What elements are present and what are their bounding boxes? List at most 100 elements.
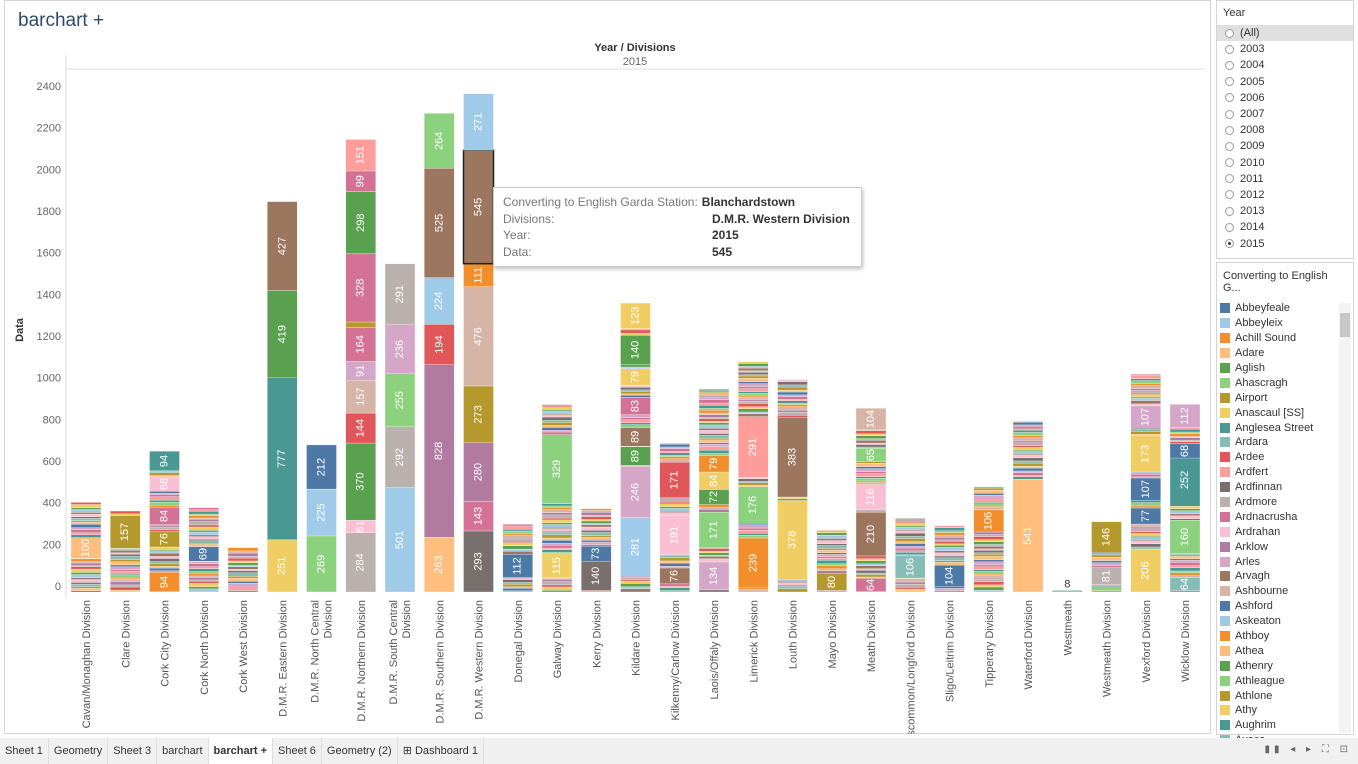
- bar-segment[interactable]: [855, 509, 887, 513]
- bar-segment[interactable]: [659, 566, 690, 569]
- year-option-2014[interactable]: 2014: [1217, 219, 1353, 235]
- bar-stack[interactable]: 106: [895, 517, 926, 593]
- bar-segment[interactable]: [973, 506, 1004, 508]
- bar-stack[interactable]: 501 292 255 236 291: [384, 263, 416, 593]
- bar-segment[interactable]: [738, 363, 769, 367]
- bar-segment[interactable]: [698, 453, 730, 456]
- radio-button[interactable]: [1225, 190, 1234, 200]
- bar-segment[interactable]: [659, 567, 690, 585]
- bar-segment[interactable]: [227, 562, 259, 566]
- bar-segment[interactable]: [934, 590, 965, 593]
- sheet-tab[interactable]: barchart: [157, 738, 209, 764]
- bar-segment[interactable]: [581, 561, 612, 591]
- bar-segment[interactable]: [895, 522, 926, 526]
- bar-stack[interactable]: 281 246 89 89 83 79 140 123: [620, 302, 651, 593]
- bar-segment[interactable]: [659, 451, 690, 453]
- bar-segment[interactable]: [777, 396, 808, 400]
- bar-segment[interactable]: [267, 377, 298, 540]
- bar-segment[interactable]: [581, 535, 612, 538]
- bar-segment[interactable]: [934, 539, 965, 542]
- radio-button[interactable]: [1225, 174, 1234, 184]
- bar-segment[interactable]: [855, 563, 887, 566]
- bar-segment[interactable]: [188, 519, 219, 522]
- bar-segment[interactable]: [1130, 539, 1161, 542]
- bar-segment[interactable]: [973, 544, 1004, 547]
- bar-segment[interactable]: [188, 543, 219, 545]
- year-option-2003[interactable]: 2003: [1217, 41, 1353, 57]
- bar-stack[interactable]: 157: [110, 510, 141, 593]
- bar-segment[interactable]: [698, 428, 730, 431]
- bar-stack[interactable]: 134 171 72 84 79: [698, 388, 730, 593]
- bar-segment[interactable]: [227, 586, 259, 588]
- bar-segment[interactable]: [777, 417, 808, 498]
- bar-segment[interactable]: [738, 372, 769, 375]
- bar-segment[interactable]: [1130, 523, 1161, 528]
- bar-segment[interactable]: [973, 531, 1004, 535]
- radio-button[interactable]: [1225, 158, 1234, 168]
- bar-segment[interactable]: [855, 463, 887, 467]
- bar-segment[interactable]: [777, 381, 808, 386]
- bar-stack[interactable]: 80: [816, 530, 847, 593]
- radio-button[interactable]: [1225, 28, 1234, 38]
- bar-segment[interactable]: [934, 537, 965, 541]
- bar-segment[interactable]: [188, 524, 219, 528]
- bar-segment[interactable]: [659, 512, 690, 516]
- bar-stack[interactable]: 140 73: [581, 508, 612, 593]
- bar-segment[interactable]: [659, 560, 690, 564]
- bar-segment[interactable]: [973, 552, 1004, 555]
- bar-segment[interactable]: [110, 573, 141, 576]
- bar-segment[interactable]: [855, 578, 887, 592]
- bar-segment[interactable]: [855, 558, 887, 561]
- bar-segment[interactable]: [855, 438, 887, 441]
- bar-segment[interactable]: [1130, 536, 1161, 538]
- bar-segment[interactable]: [738, 391, 769, 394]
- bar-segment[interactable]: [1169, 518, 1201, 521]
- bar-segment[interactable]: [934, 586, 965, 589]
- bar-stack[interactable]: 378 383: [777, 379, 808, 593]
- year-option-2009[interactable]: 2009: [1217, 138, 1353, 154]
- bar-segment[interactable]: [659, 458, 690, 463]
- bar-stack[interactable]: 206 77 107 173 107: [1130, 374, 1161, 593]
- bar-segment[interactable]: [973, 564, 1004, 567]
- bar-segment[interactable]: [384, 426, 416, 488]
- bar-segment[interactable]: [227, 552, 259, 557]
- bar-segment[interactable]: [973, 589, 1004, 593]
- bar-segment[interactable]: [934, 588, 965, 591]
- bar-segment[interactable]: [424, 537, 455, 593]
- bar-segment[interactable]: [738, 386, 769, 389]
- bar-segment[interactable]: [698, 442, 730, 445]
- bar-segment[interactable]: [1169, 562, 1201, 566]
- bar-segment[interactable]: [698, 512, 730, 548]
- bar-segment[interactable]: [70, 529, 102, 533]
- bar-segment[interactable]: [1169, 577, 1201, 591]
- bar-segment[interactable]: [306, 535, 337, 593]
- bar-segment[interactable]: [738, 408, 769, 413]
- bar-segment[interactable]: [738, 397, 769, 401]
- bar-segment[interactable]: [502, 533, 533, 536]
- bar-segment[interactable]: [541, 427, 573, 431]
- bar-segment[interactable]: [581, 532, 612, 536]
- bar-segment[interactable]: [855, 468, 887, 472]
- bar-segment[interactable]: [581, 544, 612, 547]
- bar-segment[interactable]: [973, 507, 1004, 511]
- bar-segment[interactable]: [973, 536, 1004, 540]
- radio-button[interactable]: [1225, 239, 1234, 249]
- bar-segment[interactable]: [698, 509, 730, 513]
- bar-segment[interactable]: [777, 400, 808, 404]
- bar-segment[interactable]: [1012, 472, 1044, 476]
- bar-segment[interactable]: [659, 443, 690, 448]
- bar-segment[interactable]: [541, 552, 573, 555]
- bar-stack[interactable]: 8: [1052, 578, 1083, 593]
- bar-segment[interactable]: [541, 517, 573, 521]
- legend-item[interactable]: Ardara: [1217, 435, 1353, 450]
- bar-segment[interactable]: [227, 578, 259, 582]
- bar-segment[interactable]: [777, 406, 808, 411]
- bar-segment[interactable]: [895, 525, 926, 528]
- bar-segment[interactable]: [659, 586, 690, 588]
- bar-segment[interactable]: [973, 494, 1004, 499]
- bar-segment[interactable]: [973, 509, 1004, 533]
- bar-segment[interactable]: [973, 586, 1004, 591]
- bar-segment[interactable]: [70, 561, 102, 564]
- bar-segment[interactable]: [855, 408, 887, 431]
- bar-segment[interactable]: [698, 397, 730, 400]
